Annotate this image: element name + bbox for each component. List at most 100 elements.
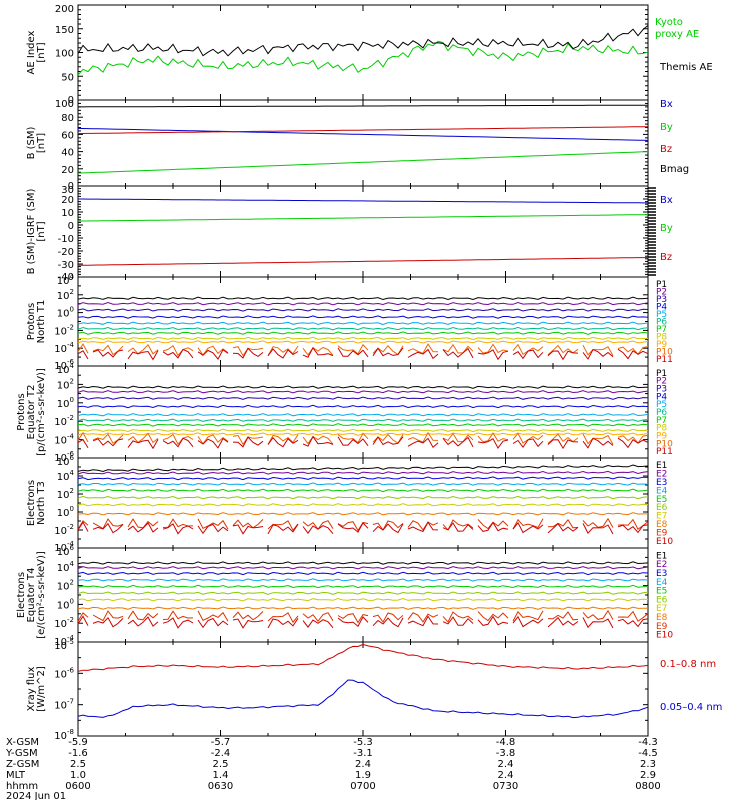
series-line-P1 [77,296,649,301]
y-tick-label: 104 [57,469,75,483]
series-line-E5 [77,584,649,589]
y-axis-label: Equator T2 [26,385,37,440]
y-tick-label: 10-4 [54,341,74,355]
legend-label: E8 [656,613,668,623]
series-line-P7 [77,423,649,427]
legend-label: By [660,223,673,234]
ephemeris-value: 1.9 [355,770,371,781]
panel-frame [77,641,649,737]
legend-label: P6 [656,408,667,418]
ephemeris-value: 1.0 [70,770,86,781]
ephemeris-value: -4.5 [638,748,658,759]
legend-label: E5 [656,495,667,505]
series-line-E9 [77,609,649,624]
legend-label: P11 [656,355,673,365]
series-line-P8 [77,336,648,341]
y-tick-label: 10-2 [54,323,74,337]
legend-label: E6 [656,503,668,513]
series-line-By [77,151,649,174]
y-tick-label: 100 [55,49,74,60]
series-line-E4 [77,482,649,486]
y-tick-label: 100 [55,99,74,110]
legend-label: P2 [656,377,667,387]
y-tick-label: 102 [57,288,74,302]
series-line-E2 [77,470,649,475]
ephemeris-label: Z-GSM [6,759,39,770]
ephemeris-value: 2.5 [213,759,229,770]
series-line-Bmag [78,104,648,108]
y-tick-label: 10-7 [54,698,74,712]
panel-frame [77,365,649,459]
y-tick-label: 80 [61,113,74,124]
y-tick-label: 150 [55,25,74,36]
legend-label: 0.1–0.8 nm [660,659,716,670]
legend-label: E2 [656,560,667,570]
series-line-By [77,214,649,222]
legend-label: P6 [656,318,667,328]
y-tick-label: 104 [57,362,75,376]
legend-label: P1 [656,369,667,379]
ephemeris-value: 2.5 [70,759,86,770]
legend-label: Bx [660,195,673,206]
legend-label: P9 [656,340,667,350]
series-line-P11 [77,435,649,450]
y-tick-label: 30 [61,185,74,196]
y-tick-label: 20 [61,195,74,206]
legend-label: 0.05–0.4 nm [660,702,722,713]
y-tick-label: 10-5 [54,638,74,652]
legend-label: E4 [656,486,668,496]
y-axis-label: Electrons [16,572,27,618]
legend-label: P10 [656,439,673,449]
y-tick-label: 100 [57,306,74,320]
y-axis-label: [nT] [36,42,47,62]
ephemeris-value: -5.7 [211,737,231,748]
legend-label: P5 [656,310,667,320]
y-axis-label: Equator T4 [26,568,37,623]
legend-label: Bx [660,99,673,110]
series-line-P3 [77,308,649,312]
legend-label: proxy AE [655,29,699,40]
ephemeris-label: hhmm [6,781,38,792]
panel-eet4: 10-4 10-2 100 102 104 106 Electrons Equator T4[… [16,544,673,648]
y-tick-label: 100 [57,505,74,519]
legend-label: P11 [656,447,673,457]
ephemeris-value: -5.3 [353,737,373,748]
series-line-P11 [77,346,649,361]
ephemeris-value: 0730 [493,781,518,792]
legend-label: E2 [656,470,667,480]
legend-label: E1 [656,461,667,471]
series-line-P5 [77,413,649,417]
y-axis-label: North T1 [36,300,47,344]
legend-label: By [660,122,673,133]
series-line-E2 [77,566,649,570]
series-line-P7 [77,331,649,335]
series-line-0.1-0.8 nm [77,643,649,672]
y-tick-label: 10-4 [54,433,74,447]
series-line-Bz [78,126,648,134]
ephemeris-value: 2.4 [498,759,514,770]
ephemeris-value: -3.8 [496,748,516,759]
panel-bsm: 0 20 40 60 80 100 B (SM) [nT] Bx By Bz Bmag [26,99,689,192]
y-axis-label: [p/(cm²-s-sr-keV)] [36,368,47,456]
legend-label: Kyoto [655,17,683,28]
legend-label: P3 [656,385,667,395]
series-line-E10 [77,521,649,535]
legend-label: E6 [656,595,668,605]
series-line-E7 [77,503,649,507]
ephemeris-value: 0630 [208,781,233,792]
legend-label: P8 [656,333,667,343]
legend-label: E7 [656,604,667,614]
series-line-Kyoto proxy AE [77,40,649,76]
series-line-Bx [78,198,648,204]
series-line-E8 [77,606,649,610]
legend-label: P8 [656,424,667,434]
ephemeris-value: -4.3 [638,737,658,748]
panel-frame [77,457,649,549]
series-line-E1 [77,561,649,565]
series-line-E6 [77,495,649,500]
ephemeris-value: 2.4 [355,759,371,770]
series-line-P9 [77,340,649,344]
y-tick-label: 10-6 [54,666,74,680]
